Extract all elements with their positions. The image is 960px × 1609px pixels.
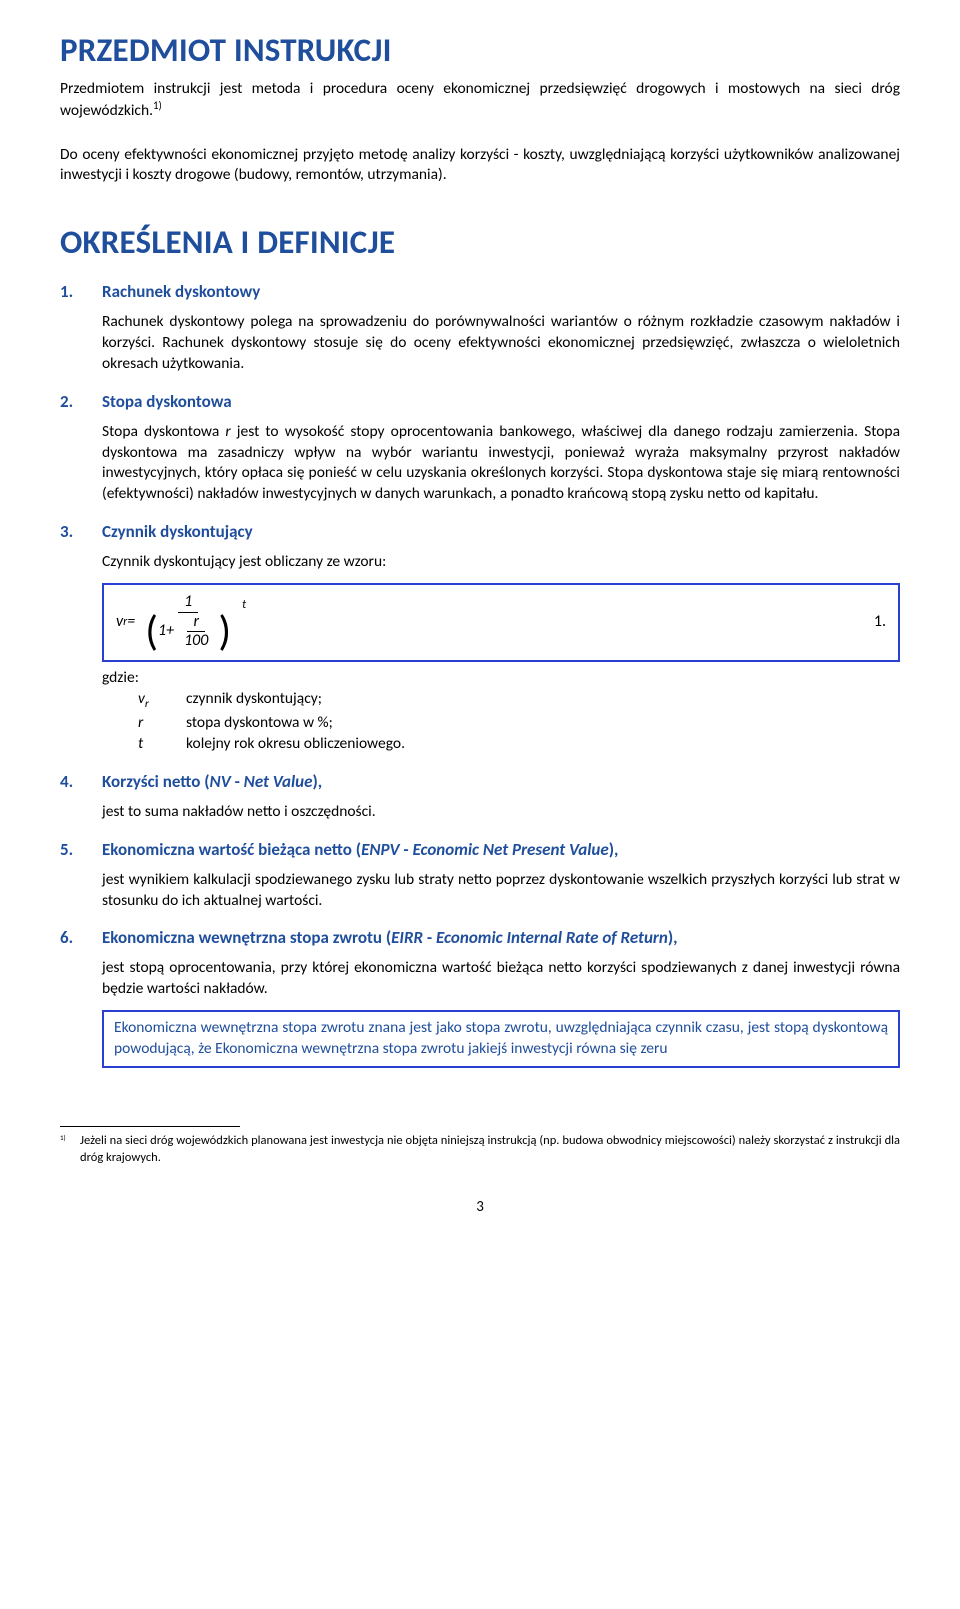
definition-item-6: 6. Ekonomiczna wewnętrzna stopa zwrotu (… [60, 927, 900, 950]
item-3-lead: Czynnik dyskontujący jest obliczany ze w… [102, 552, 900, 573]
item-number: 2. [60, 391, 102, 414]
legend-row: vrczynnik dyskontujący; [138, 689, 900, 713]
definition-item-3: 3. Czynnik dyskontujący [60, 521, 900, 544]
footnote-1: 1) Jeżeli na sieci dróg wojewódzkich pla… [60, 1133, 900, 1167]
denom-prefix: 1+ [158, 622, 174, 640]
note-box: Ekonomiczna wewnętrzna stopa zwrotu znan… [102, 1010, 900, 1068]
expansion: Economic Net Present Value [412, 839, 608, 860]
legend-text: czynnik dyskontujący; [186, 689, 322, 713]
item-label: Korzyści netto (NV - Net Value), [102, 771, 322, 794]
text: - [231, 771, 244, 792]
section-heading-definitions: OKREŚLENIA I DEFINICJE [60, 220, 900, 265]
item-label: Stopa dyskontowa [102, 391, 232, 414]
left-paren-icon: ( [145, 617, 158, 646]
item-number: 6. [60, 927, 102, 950]
footnote-number: 1) [60, 1133, 66, 1142]
text: Stopa dyskontowa [102, 422, 225, 441]
right-paren-icon: ) [218, 617, 231, 646]
expansion: Economic Internal Rate of Return [436, 927, 668, 948]
definition-item-1: 1. Rachunek dyskontowy [60, 281, 900, 304]
inner-bot: 100 [178, 632, 214, 650]
intro-paragraph-1: Przedmiotem instrukcji jest metoda i pro… [60, 79, 900, 123]
item-number: 1. [60, 281, 102, 304]
page-title: PRZEDMIOT INSTRUKCJI [60, 28, 900, 73]
item-number: 3. [60, 521, 102, 544]
formula-box: v r = 1 ( 1+ r 100 ) t 1. [102, 583, 900, 662]
item-2-body: Stopa dyskontowa r jest to wysokość stop… [102, 422, 900, 506]
item-4-body: jest to suma nakładów netto i oszczędnoś… [102, 802, 900, 823]
item-6-body: jest stopą oprocentowania, przy której e… [102, 958, 900, 1000]
legend-symbol: vr [138, 689, 186, 713]
text: - [423, 927, 436, 948]
equation-number: 1. [874, 611, 886, 633]
expansion: Net Value [244, 771, 313, 792]
footnote-text: Jeżeli na sieci dróg wojewódzkich planow… [80, 1133, 900, 1167]
legend-symbol: t [138, 734, 186, 755]
text: Ekonomiczna wewnętrzna stopa zwrotu ( [102, 927, 391, 948]
equals: = [127, 611, 135, 633]
definition-item-4: 4. Korzyści netto (NV - Net Value), [60, 771, 900, 794]
item-label: Rachunek dyskontowy [102, 281, 260, 304]
frac-top: 1 [178, 593, 198, 612]
item-number: 5. [60, 839, 102, 862]
text: Korzyści netto ( [102, 771, 210, 792]
text: ), [312, 771, 322, 792]
outer-fraction: 1 ( 1+ r 100 ) [139, 593, 237, 650]
text: ), [668, 927, 678, 948]
item-label: Ekonomiczna wartość bieżąca netto (ENPV … [102, 839, 618, 862]
item-label: Ekonomiczna wewnętrzna stopa zwrotu (EIR… [102, 927, 678, 950]
footnote-divider [60, 1126, 240, 1127]
legend-symbol: r [138, 713, 186, 734]
formula: v r = 1 ( 1+ r 100 ) t [116, 593, 246, 650]
definition-item-2: 2. Stopa dyskontowa [60, 391, 900, 414]
intro1-text: Przedmiotem instrukcji jest metoda i pro… [60, 79, 900, 121]
item-number: 4. [60, 771, 102, 794]
abbr: NV [210, 771, 231, 792]
intro-paragraph-2: Do oceny efektywności ekonomicznej przyj… [60, 145, 900, 187]
legend-row: rstopa dyskontowa w %; [138, 713, 900, 734]
abbr: ENPV [361, 839, 399, 860]
abbr: EIRR [391, 927, 423, 948]
item-5-body: jest wynikiem kalkulacji spodziewanego z… [102, 870, 900, 912]
legend-text: kolejny rok okresu obliczeniowego. [186, 734, 405, 755]
definition-item-5: 5. Ekonomiczna wartość bieżąca netto (EN… [60, 839, 900, 862]
legend-label: gdzie: [102, 668, 900, 689]
formula-legend: gdzie: vrczynnik dyskontujący;rstopa dys… [102, 668, 900, 755]
item-label: Czynnik dyskontujący [102, 521, 253, 544]
inner-fraction: r 100 [178, 613, 214, 651]
footnote-ref-1: 1) [153, 99, 162, 112]
text: ), [609, 839, 619, 860]
item-1-body: Rachunek dyskontowy polega na sprowadzen… [102, 312, 900, 375]
frac-bottom: ( 1+ r 100 ) [139, 613, 237, 651]
text: Ekonomiczna wartość bieżąca netto ( [102, 839, 361, 860]
inner-top: r [187, 613, 204, 632]
page-number: 3 [60, 1197, 900, 1217]
var-v: v [116, 611, 123, 633]
legend-text: stopa dyskontowa w %; [186, 713, 333, 734]
text: - [400, 839, 413, 860]
legend-row: tkolejny rok okresu obliczeniowego. [138, 734, 900, 755]
exponent-t: t [242, 597, 246, 613]
